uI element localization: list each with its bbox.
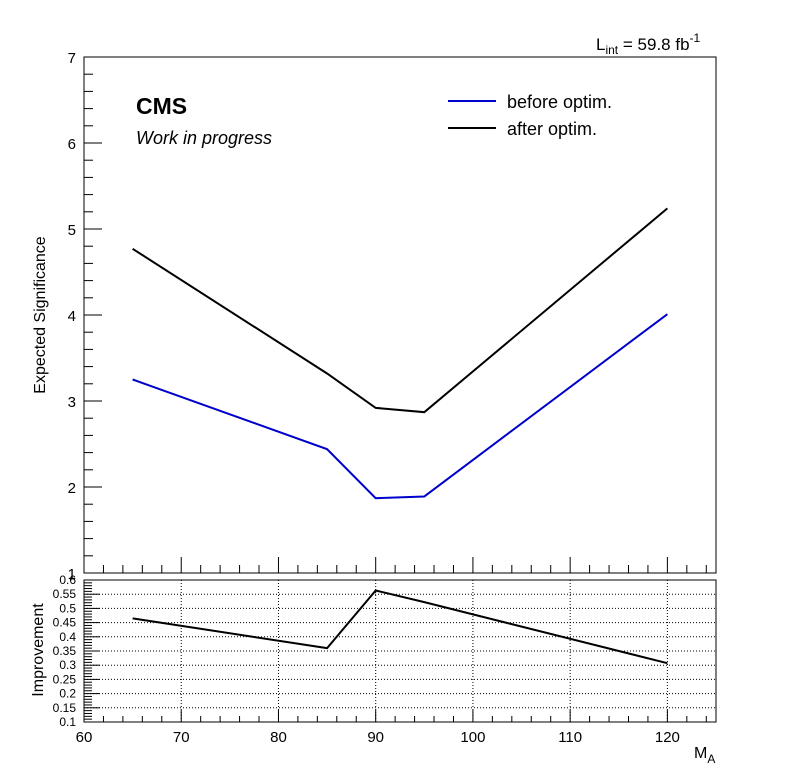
y-tick-label: 5 — [68, 222, 76, 239]
improvement-y-ticks: 0.10.150.20.250.30.350.40.450.50.550.6 — [53, 573, 100, 729]
improvement-line — [132, 589, 668, 665]
x-tick-label: 110 — [558, 729, 582, 746]
y-tick-label: 0.2 — [59, 687, 76, 701]
x-tick-label: 60 — [76, 729, 93, 746]
legend-label-before: before optim. — [507, 92, 612, 112]
experiment-label: CMS — [136, 93, 187, 119]
legend: before optim. after optim. — [448, 92, 612, 139]
y-tick-label: 0.25 — [53, 672, 77, 686]
y-tick-label: 2 — [68, 480, 76, 497]
before-optim-line — [132, 313, 668, 500]
x-tick-label: 80 — [270, 729, 287, 746]
x-tick-label: 70 — [173, 729, 190, 746]
significance-y-ticks: 1 2 3 4 5 6 7 — [68, 50, 102, 583]
significance-series — [132, 207, 669, 500]
improvement-series — [132, 589, 668, 665]
y-tick-label: 0.3 — [59, 658, 76, 672]
y-tick-label: 0.45 — [53, 616, 77, 630]
x-tick-label: 90 — [367, 729, 384, 746]
luminosity-label: Lint = 59.8 fb-1 — [596, 31, 701, 57]
y-tick-label: 0.4 — [59, 630, 76, 644]
significance-panel: 1 2 3 4 5 6 7 Expected Significance CMS Work i… — [32, 50, 717, 583]
status-label: Work in progress — [136, 128, 272, 148]
improvement-x-ticks: 60 70 80 90 100 110 120 — [76, 710, 707, 746]
significance-y-axis-title: Expected Significance — [32, 236, 49, 394]
y-tick-label: 0.55 — [53, 587, 77, 601]
after-optim-line — [132, 207, 669, 414]
y-tick-label: 7 — [68, 50, 76, 67]
y-tick-label: 1 — [68, 566, 76, 583]
x-tick-label: 120 — [655, 729, 680, 746]
y-tick-label: 0.5 — [59, 601, 76, 615]
y-tick-label: 0.6 — [59, 573, 76, 587]
improvement-panel: 0.10.150.20.250.30.350.40.450.50.550.6 6… — [30, 573, 717, 766]
y-tick-label: 0.35 — [53, 644, 77, 658]
legend-label-after: after optim. — [507, 119, 597, 139]
y-tick-label: 6 — [68, 136, 76, 153]
y-tick-label: 0.1 — [59, 715, 76, 729]
x-axis-title: MA — [694, 745, 715, 766]
y-tick-label: 0.15 — [53, 701, 77, 715]
improvement-y-axis-title: Improvement — [30, 603, 47, 697]
y-tick-label: 4 — [68, 308, 76, 325]
y-tick-label: 3 — [68, 394, 76, 411]
x-tick-label: 100 — [460, 729, 485, 746]
significance-x-ticks — [83, 557, 707, 573]
